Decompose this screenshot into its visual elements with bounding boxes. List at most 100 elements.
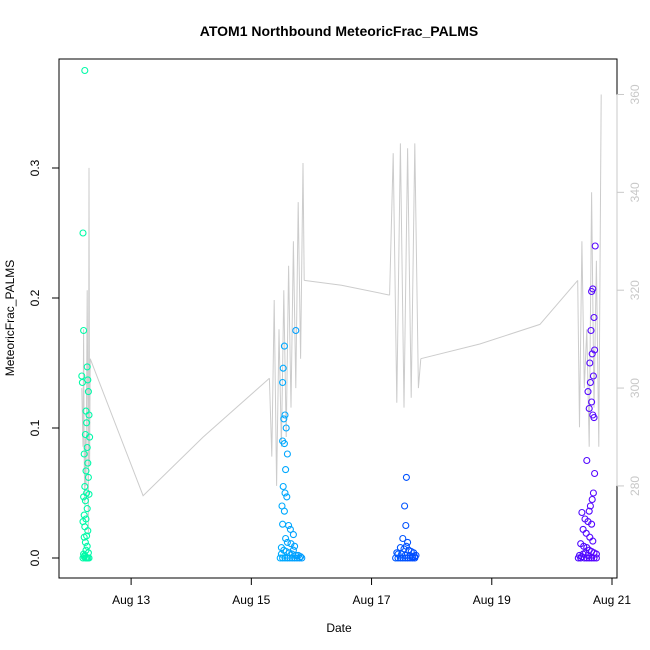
y-tick-label: 0.2 — [28, 289, 42, 306]
data-point — [589, 537, 597, 545]
data-point — [394, 554, 402, 562]
secondary-trace-line — [268, 162, 305, 486]
data-point — [281, 489, 289, 497]
data-point — [401, 554, 409, 562]
data-point — [288, 554, 296, 562]
data-point — [83, 443, 91, 452]
data-point — [84, 459, 92, 467]
data-point — [590, 313, 598, 322]
data-point — [85, 411, 93, 419]
data-point — [80, 553, 88, 561]
data-point — [281, 411, 289, 419]
data-point — [280, 342, 288, 350]
data-point — [282, 466, 290, 474]
data-point — [81, 538, 89, 546]
data-point — [404, 554, 412, 562]
x-tick-label: Aug 17 — [353, 593, 391, 607]
y-axis-right: 280 300 320 340 360 — [616, 84, 642, 496]
data-point — [295, 554, 303, 562]
data-point — [84, 376, 92, 384]
data-point — [86, 433, 94, 441]
data-point — [584, 388, 592, 396]
data-point — [586, 378, 594, 387]
secondary-trace-layer — [81, 94, 602, 535]
y2-tick-label: 300 — [628, 378, 642, 398]
y2-tick-label: 280 — [628, 476, 642, 496]
data-point — [79, 229, 87, 237]
data-point — [82, 467, 90, 475]
data-point — [412, 551, 420, 559]
x-tick-label: Aug 13 — [112, 593, 150, 607]
data-point — [582, 529, 590, 537]
data-point — [286, 554, 294, 562]
data-point — [588, 520, 596, 528]
data-point — [80, 326, 88, 335]
data-point — [579, 525, 587, 533]
data-point — [282, 424, 290, 432]
chart-title: ATOM1 Northbound MeteoricFrac_PALMS — [200, 23, 478, 39]
data-point — [279, 482, 287, 491]
data-point — [588, 350, 596, 358]
y2-tick-label: 340 — [628, 182, 642, 202]
x-axis-label: Date — [326, 621, 352, 635]
data-point — [280, 415, 288, 423]
data-point — [401, 502, 409, 510]
data-point — [81, 482, 89, 491]
data-point — [590, 554, 598, 562]
data-point — [588, 287, 596, 296]
data-point — [586, 502, 594, 510]
y-tick-label: 0.3 — [28, 159, 42, 176]
data-point — [84, 388, 92, 396]
data-point — [283, 538, 291, 546]
data-point — [393, 549, 401, 557]
secondary-trace-line — [304, 279, 390, 296]
x-tick-label: Aug 15 — [232, 593, 270, 607]
secondary-trace-line — [81, 167, 270, 535]
data-point — [80, 533, 88, 541]
data-point — [283, 554, 291, 562]
data-point — [298, 554, 306, 562]
data-point — [279, 554, 287, 562]
data-point — [574, 554, 582, 562]
data-point — [281, 554, 289, 562]
data-point — [584, 551, 592, 559]
data-point — [396, 554, 404, 562]
data-point — [83, 419, 91, 427]
data-point — [84, 473, 92, 481]
data-point — [83, 363, 91, 371]
data-point — [402, 542, 410, 550]
data-point — [283, 450, 291, 458]
y-axis-left: 0.0 0.1 0.2 0.3 — [28, 159, 60, 566]
data-point — [398, 550, 406, 558]
data-point — [591, 469, 599, 478]
plot-frame — [58, 58, 618, 579]
data-point — [283, 493, 291, 501]
data-point — [84, 527, 92, 535]
secondary-trace-line — [420, 280, 579, 360]
data-point — [286, 525, 294, 533]
data-point — [291, 554, 299, 562]
data-point — [279, 378, 287, 387]
data-point — [81, 497, 89, 505]
secondary-trace-line — [577, 94, 602, 447]
data-point — [588, 398, 596, 406]
data-point — [392, 554, 400, 562]
data-point — [279, 364, 287, 372]
data-point — [590, 414, 598, 422]
data-point — [404, 538, 412, 546]
y-tick-label: 0.0 — [28, 549, 42, 566]
data-points-layer — [78, 66, 600, 562]
secondary-trace-line — [389, 143, 422, 408]
data-point — [402, 473, 410, 481]
data-point — [399, 554, 407, 562]
data-point — [399, 534, 407, 543]
data-point — [591, 242, 599, 250]
data-point — [279, 520, 287, 528]
data-point — [589, 372, 597, 380]
data-point — [289, 546, 297, 554]
data-point — [583, 456, 591, 465]
x-tick-label: Aug 19 — [473, 593, 511, 607]
data-point — [282, 534, 290, 543]
data-point — [585, 404, 593, 413]
data-point — [83, 505, 91, 513]
